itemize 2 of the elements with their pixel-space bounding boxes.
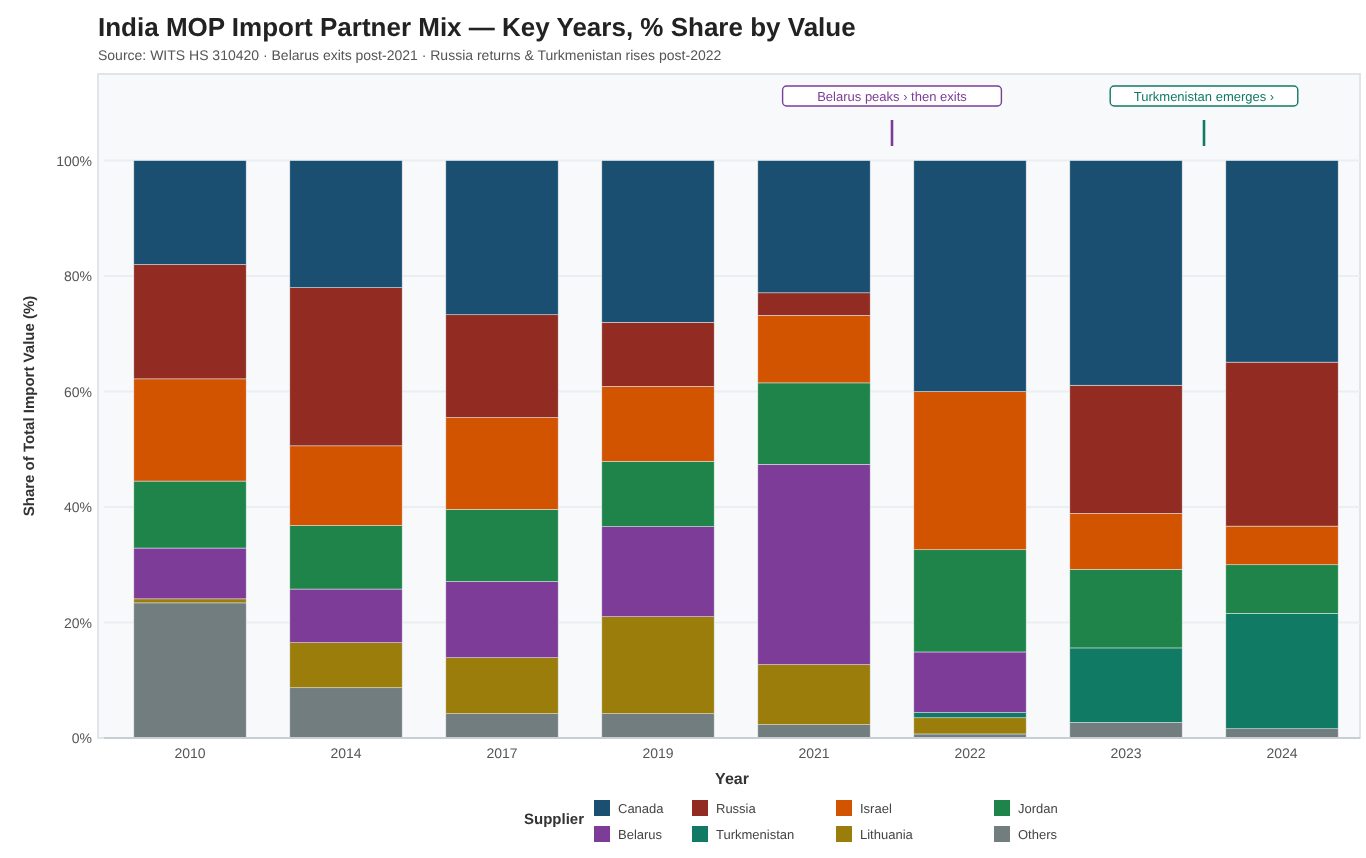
chart-title: India MOP Import Partner Mix — Key Years, % Share by Value [98,12,856,42]
x-axis-title: Year [715,770,749,788]
